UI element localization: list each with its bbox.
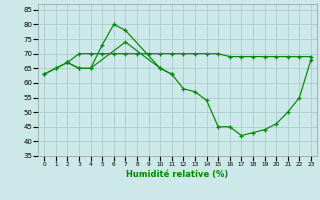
X-axis label: Humidité relative (%): Humidité relative (%) (126, 170, 229, 179)
